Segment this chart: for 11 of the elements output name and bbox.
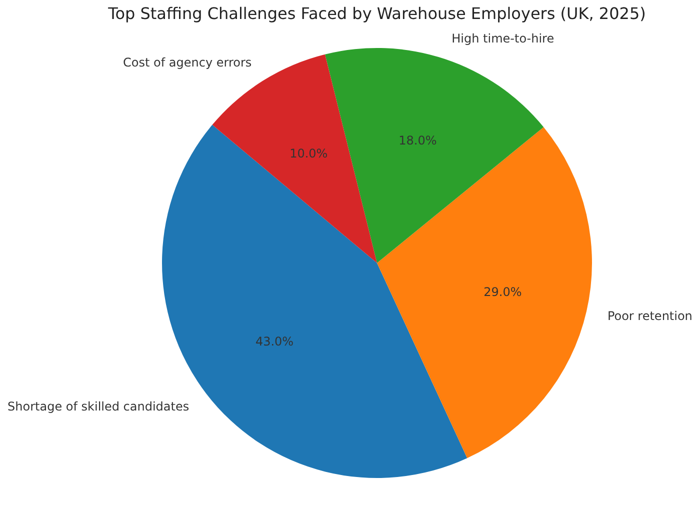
chart-title: Top Staffing Challenges Faced by Warehouse Employers (UK, 2025) [107,4,646,23]
pie-slice [212,54,377,263]
data-label: 10.0% [290,146,328,161]
data-label: 29.0% [484,285,522,300]
slice-label: Cost of agency errors [123,55,252,70]
slice-label: High time-to-hire [452,32,554,46]
data-label: 43.0% [255,334,294,348]
data-label: 18.0% [398,134,437,148]
slice-label: Poor retention [607,309,692,324]
pie-slice [377,127,592,458]
slice-label: Shortage of skilled candidates [8,400,190,414]
